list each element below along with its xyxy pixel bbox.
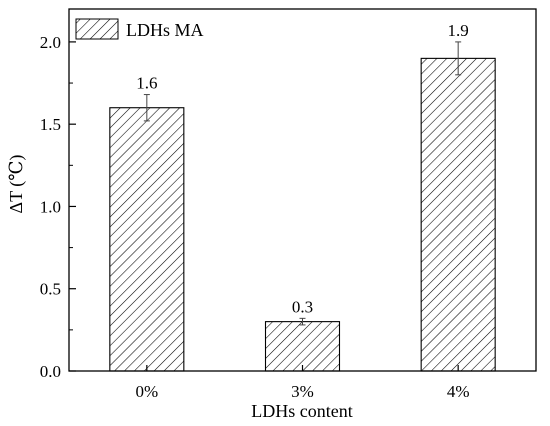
y-tick-label-3: 1.0 (40, 197, 61, 216)
data-label-3: 1.9 (448, 21, 469, 40)
data-label-1: 1.6 (136, 74, 157, 93)
x-axis-title: LDHs content (251, 401, 352, 421)
x-tick-label-1: 0% (135, 382, 158, 401)
bar-1 (109, 107, 185, 372)
y-axis-ticks: 0.0 0.5 1.0 1.5 2.0 (40, 33, 76, 381)
y-tick-label-5: 2.0 (40, 33, 61, 52)
data-label-2: 0.3 (292, 297, 313, 316)
y-tick-label-1: 0.0 (40, 362, 61, 381)
x-axis-ticks: 0% 3% 4% (135, 365, 470, 401)
y-tick-label-4: 1.5 (40, 115, 61, 134)
bar-2 (264, 321, 341, 372)
legend-swatch (75, 18, 119, 40)
legend-label: LDHs MA (126, 20, 204, 40)
bar-3 (420, 57, 496, 372)
x-tick-label-2: 3% (291, 382, 314, 401)
data-labels: 1.6 0.3 1.9 (136, 21, 469, 316)
error-bars (143, 41, 462, 326)
legend: LDHs MA (75, 18, 204, 40)
y-tick-label-2: 0.5 (40, 280, 61, 299)
y-axis-title: ΔT (℃) (6, 155, 27, 214)
x-tick-label-3: 4% (447, 382, 470, 401)
